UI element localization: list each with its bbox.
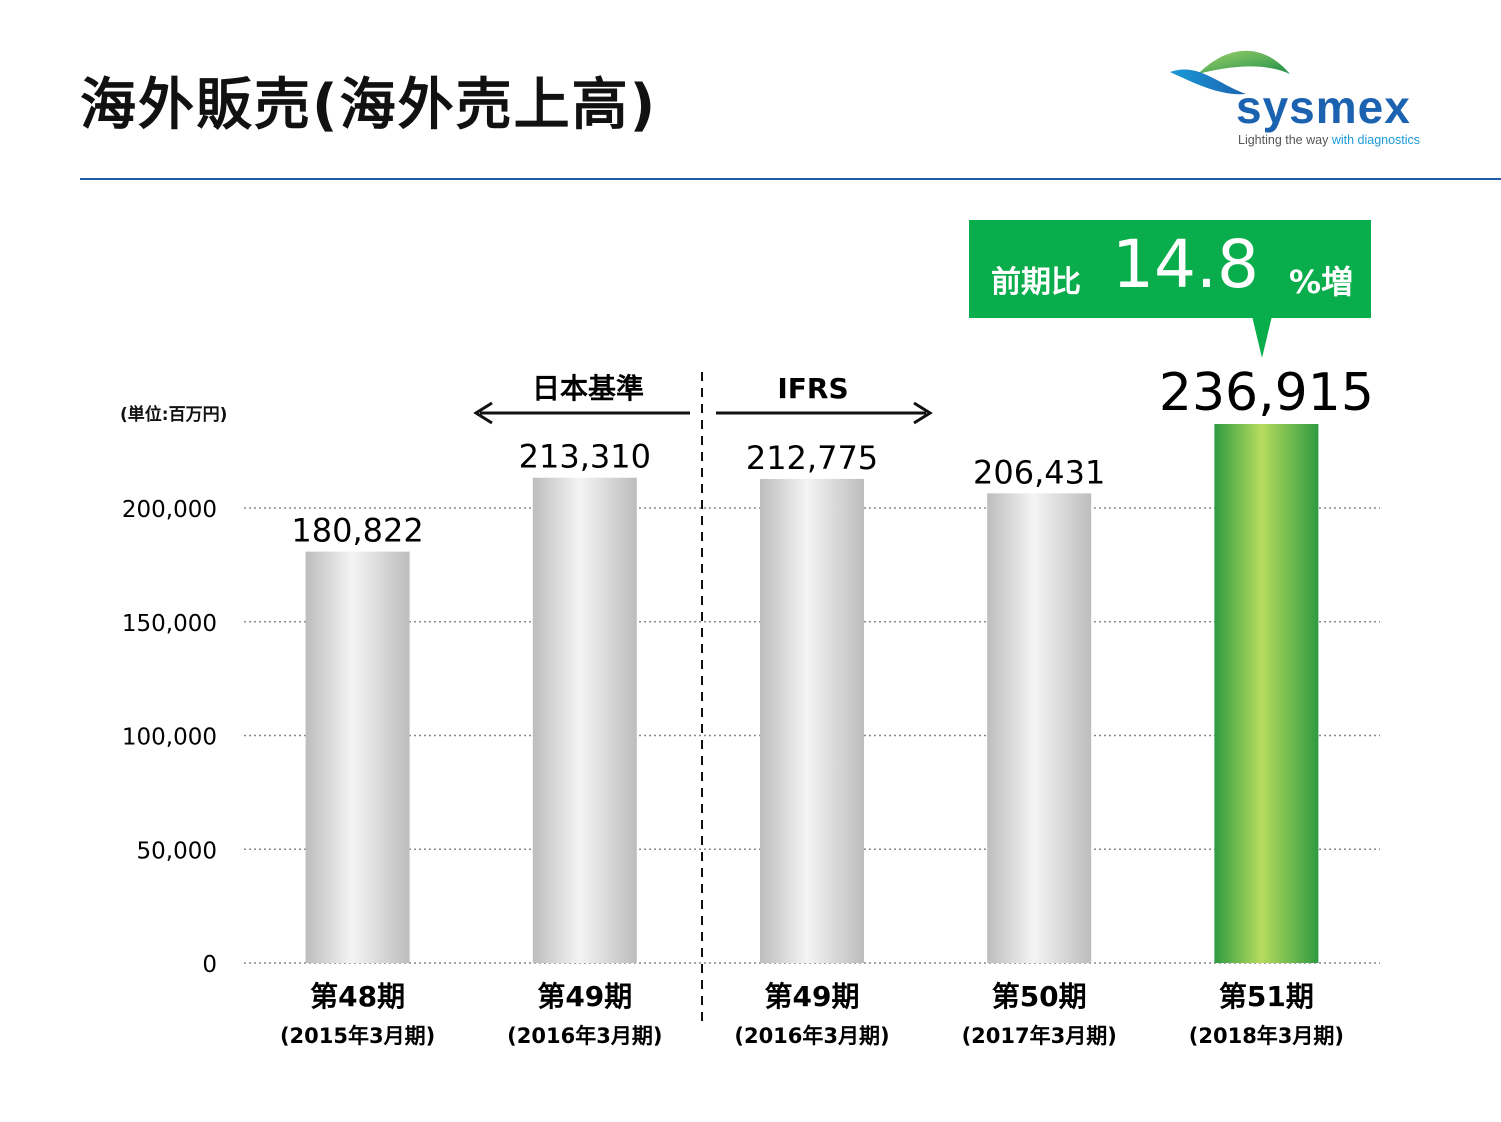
x-tick-sublabel: (2017年3月期) [962,1024,1117,1048]
x-tick-sublabel: (2016年3月期) [734,1024,889,1048]
y-axis-ticks: 0 50,000 100,000 150,000 200,000 [122,497,217,978]
x-tick-label: 第49期 [765,980,860,1013]
title-divider [80,178,1501,180]
logo-wave-icon [1170,50,1290,95]
bar-value-label: 206,431 [973,453,1105,491]
left-arrow-icon [473,401,690,425]
sysmex-logo: sysmex Lighting the way with diagnostics [1168,44,1458,154]
callout-suffix: %増 [1289,263,1354,301]
x-axis-ticks: 第48期 (2015年3月期) 第49期 (2016年3月期) 第49期 (2016年3月… [280,980,1344,1048]
y-tick-label: 200,000 [122,497,217,523]
grid-lines [244,507,1380,964]
callout-prefix: 前期比 [991,265,1081,300]
logo-tagline-main: Lighting the way [1238,133,1332,147]
bar-value-label: 213,310 [519,438,651,476]
bar-value-label: 212,775 [746,439,878,477]
bar-value-label: 180,822 [291,512,423,550]
y-tick-label: 0 [202,952,217,978]
right-arrow-icon [716,401,933,425]
bar [987,493,1092,963]
y-tick-label: 50,000 [137,838,217,864]
page-title: 海外販売(海外売上高) [80,73,658,138]
bar [760,478,864,963]
unit-label: (単位:百万円) [120,405,228,425]
x-tick-sublabel: (2016年3月期) [507,1024,662,1048]
callout-value: 14.8 [1112,226,1259,303]
x-tick-sublabel: (2015年3月期) [280,1024,435,1048]
logo-tagline-accent: with diagnostics [1331,133,1421,147]
ifrs-label: IFRS [777,372,848,405]
x-tick-label: 第48期 [310,980,405,1013]
value-labels: 180,822 213,310 212,775 206,431 236,915 [291,363,1373,550]
bar [532,477,637,963]
x-tick-sublabel: (2018年3月期) [1189,1024,1344,1048]
yoy-growth-callout: 前期比 14.8 %増 [969,220,1371,318]
x-tick-label: 第49期 [537,980,632,1013]
x-tick-label: 第50期 [992,980,1087,1013]
bar-highlight [1214,424,1319,963]
bar [305,551,410,963]
japan-gaap-label: 日本基準 [532,372,644,405]
bars [305,424,1319,963]
bar-value-label: 236,915 [1159,363,1374,423]
logo-tagline: Lighting the way with diagnostics [1238,133,1420,147]
x-tick-label: 第51期 [1219,980,1314,1013]
logo-wordmark: sysmex [1236,81,1411,133]
y-tick-label: 100,000 [122,725,217,751]
callout-pointer [1252,316,1272,358]
y-tick-label: 150,000 [122,611,217,637]
